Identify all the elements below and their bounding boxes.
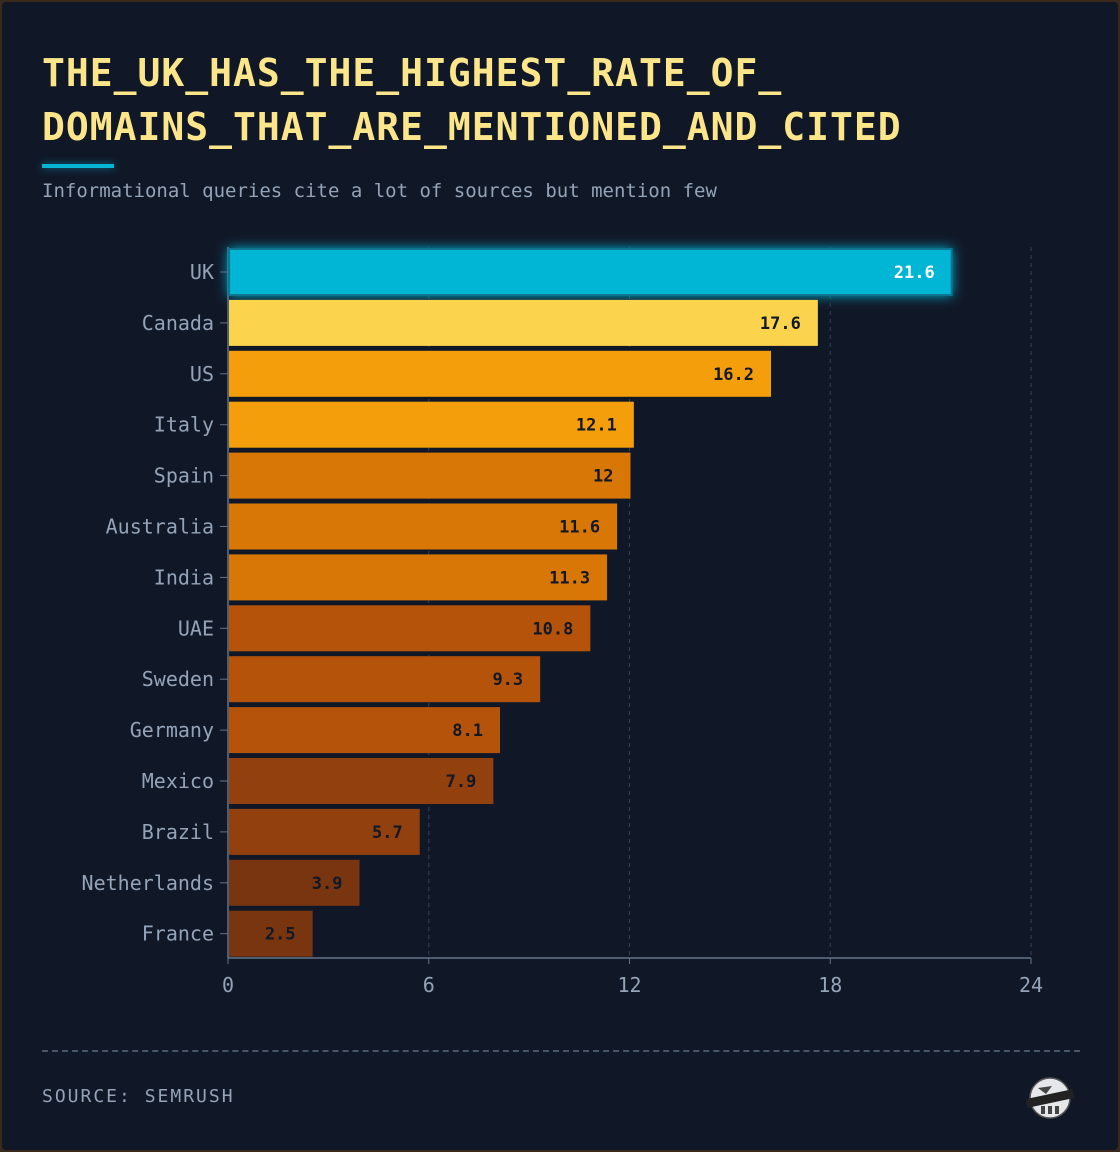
data-label: 17.6 bbox=[760, 314, 801, 334]
bar bbox=[229, 503, 618, 550]
category-label: UK bbox=[190, 260, 214, 284]
bar bbox=[229, 605, 591, 652]
x-tick-label: 18 bbox=[818, 973, 842, 997]
category-label: Germany bbox=[130, 718, 214, 742]
data-label: 9.3 bbox=[492, 670, 523, 690]
footer-divider bbox=[42, 1050, 1080, 1052]
chart-subtitle: Informational queries cite a lot of sour… bbox=[42, 180, 717, 202]
bar-chart: 0 6 12 18 24 UK 21.6 Canada 17.6 US 16.2 Italy 12.1 S… bbox=[82, 247, 1043, 997]
data-label: 16.2 bbox=[713, 365, 754, 385]
data-label: 11.6 bbox=[559, 518, 600, 538]
category-label: US bbox=[190, 362, 214, 386]
bar bbox=[229, 808, 420, 855]
bar bbox=[229, 910, 313, 957]
x-tick-label: 12 bbox=[617, 973, 641, 997]
data-label: 2.5 bbox=[265, 925, 296, 945]
category-label: Mexico bbox=[142, 769, 214, 793]
category-label: France bbox=[142, 922, 214, 946]
data-label: 12.1 bbox=[576, 416, 617, 436]
data-label: 5.7 bbox=[372, 823, 403, 843]
title-accent-bar bbox=[42, 164, 114, 168]
data-label: 3.9 bbox=[312, 874, 343, 894]
data-label: 21.6 bbox=[894, 263, 935, 283]
source-label: SOURCE: SEMRUSH bbox=[42, 1086, 235, 1107]
bar bbox=[229, 859, 360, 906]
bar bbox=[229, 656, 541, 703]
category-label: Brazil bbox=[142, 820, 214, 844]
bar bbox=[229, 401, 634, 448]
category-label: Spain bbox=[154, 464, 214, 488]
chart-title: THE_UK_HAS_THE_HIGHEST_RATE_OF_ DOMAINS_… bbox=[42, 46, 902, 154]
x-tick-label: 24 bbox=[1019, 973, 1043, 997]
category-label: UAE bbox=[178, 616, 214, 640]
data-label: 11.3 bbox=[549, 568, 590, 588]
data-label: 10.8 bbox=[532, 619, 573, 639]
bar bbox=[229, 299, 818, 346]
data-label: 7.9 bbox=[446, 772, 477, 792]
category-label: Canada bbox=[142, 311, 214, 335]
growth-memo-logo bbox=[1025, 1077, 1075, 1119]
category-label: Sweden bbox=[142, 667, 214, 691]
x-tick-label: 6 bbox=[423, 973, 435, 997]
bar bbox=[229, 758, 494, 804]
category-label: Netherlands bbox=[82, 871, 214, 895]
bar bbox=[229, 554, 608, 601]
x-tick-label: 0 bbox=[222, 973, 234, 997]
data-label: 8.1 bbox=[452, 721, 483, 741]
data-label: 12 bbox=[593, 467, 613, 487]
category-label: Italy bbox=[154, 413, 214, 437]
title-line-2: DOMAINS_THAT_ARE_MENTIONED_AND_CITED bbox=[42, 105, 902, 149]
bar bbox=[229, 350, 772, 397]
category-label: India bbox=[154, 565, 214, 589]
bar bbox=[229, 452, 631, 499]
bar bbox=[228, 248, 953, 296]
title-line-1: THE_UK_HAS_THE_HIGHEST_RATE_OF_ bbox=[42, 51, 783, 95]
bar bbox=[229, 707, 501, 754]
category-label: Australia bbox=[106, 515, 214, 539]
